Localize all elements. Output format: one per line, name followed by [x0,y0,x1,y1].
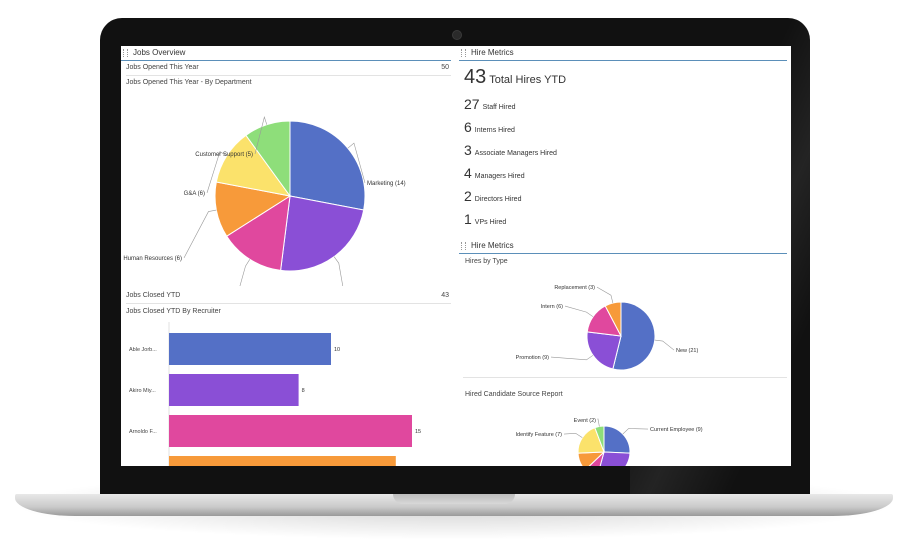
section-divider [463,376,787,378]
drag-handle-icon[interactable] [461,241,466,250]
webcam [452,30,462,40]
laptop-base [15,494,893,516]
metric-interns: 6 Interns Hired [464,119,515,137]
department-leader-line [333,256,344,286]
source-slice-label: Identify Feature (7) [516,432,563,438]
jobs-closed-label: Jobs Closed YTD [126,292,181,299]
recruiter-category-label: Akiro Miy... [129,388,156,394]
department-leader-line [239,259,251,286]
recruiter-value-label: 8 [302,388,305,394]
metric-associate-managers: 3 Associate Managers Hired [464,142,557,160]
hire-type-slice-label: New (21) [676,348,698,354]
department-slice-label: G&A (6) [184,191,205,197]
metric-label: Associate Managers Hired [474,150,557,157]
metric-vps: 1 VPs Hired [464,211,506,229]
department-slice[interactable] [245,120,291,198]
source-report-label: Hired Candidate Source Report [465,391,563,398]
hire-type-slice-label: Intern (6) [541,304,563,310]
department-pie-chart[interactable]: Marketing (14)Research & Developm...(12)… [121,91,451,286]
total-hires-label: Total Hires YTD [489,74,567,86]
drag-handle-icon[interactable] [461,48,466,57]
source-slice-label: Event (2) [574,418,596,424]
recruiter-category-label: Able Jorb... [129,347,157,353]
laptop-notch [393,494,515,504]
department-leader-line [347,142,366,183]
metric-label: Interns Hired [474,127,515,134]
jobs-opened-row[interactable]: Jobs Opened This Year 50 [126,64,451,76]
jobs-overview-title: Jobs Overview [133,48,186,57]
by-department-label: Jobs Opened This Year - By Department [126,79,252,86]
jobs-closed-value: 43 [441,292,449,299]
metric-directors: 2 Directors Hired [464,188,521,206]
department-slice-label: Human Resources (6) [123,256,182,262]
by-recruiter-label: Jobs Closed YTD By Recruiter [126,308,221,315]
hire-type-leader-line [596,286,614,304]
metric-managers: 4 Managers Hired [464,165,525,183]
source-slice[interactable] [585,450,605,466]
department-slice-label: Marketing (14) [367,181,406,187]
source-leader-line [563,432,583,438]
recruiter-bar[interactable] [169,333,331,365]
recruiter-category-label: Arnoldo F... [129,429,157,435]
total-hires-number: 43 [464,66,487,88]
hire-type-slice-label: Promotion (9) [516,355,549,361]
drag-handle-icon[interactable] [123,48,128,57]
source-slice[interactable] [603,425,631,454]
metric-label: VPs Hired [474,219,507,226]
hire-metrics-title: Hire Metrics [471,48,514,57]
department-slice[interactable] [280,195,365,272]
recruiter-bar[interactable] [169,374,299,406]
hires-by-type-pie-chart[interactable]: New (21) Promotion (9) Intern (6) Replaceme… [459,271,787,386]
recruiter-value-label: 10 [334,347,340,353]
metric-label: Directors Hired [474,196,522,203]
hire-metrics-2-header[interactable]: Hire Metrics [459,241,787,254]
metric-staff: 27 Staff Hired [464,96,516,114]
hire-type-leader-line [564,305,594,317]
department-leader-line [183,209,217,259]
metric-number: 3 [464,142,472,158]
hire-type-slice[interactable] [612,301,656,371]
hire-metrics-2-title: Hire Metrics [471,241,514,250]
hire-type-slice-label: Replacement (3) [554,285,595,291]
department-leader-line [254,115,268,154]
source-leader-line [622,428,649,435]
candidate-source-pie-chart[interactable]: Current Employee (9) Identify Feature (7)… [459,406,787,466]
hires-by-type-label: Hires by Type [465,258,508,265]
metric-number: 2 [464,188,472,204]
department-slice[interactable] [289,120,366,211]
source-leader-line [597,418,600,427]
metric-label: Managers Hired [474,173,525,180]
jobs-opened-label: Jobs Opened This Year [126,64,199,71]
recruiter-bar[interactable] [169,456,396,466]
dashboard-screen: Jobs Overview Jobs Opened This Year 50 J… [121,46,791,466]
jobs-closed-row[interactable]: Jobs Closed YTD 43 [126,292,451,304]
hire-metrics-header[interactable]: Hire Metrics [459,48,787,61]
department-leader-line [206,151,227,193]
metric-label: Staff Hired [482,104,516,111]
recruiter-value-label: 15 [415,429,421,435]
source-slice[interactable] [597,451,631,466]
hire-type-slice[interactable] [586,331,622,370]
source-slice-label: Current Employee (9) [650,427,703,433]
department-slice-label: Customer Support (5) [195,152,253,158]
metric-number: 1 [464,211,472,227]
recruiter-bar-chart[interactable]: Able Jorb... 10 Akiro Miy... 8 Arnoldo F... 1… [121,322,451,466]
hire-type-leader-line [654,339,675,351]
total-hires-metric: 43 Total Hires YTD [464,66,566,89]
metric-number: 6 [464,119,472,135]
jobs-overview-header[interactable]: Jobs Overview [121,48,451,61]
jobs-opened-value: 50 [441,64,449,71]
metric-number: 27 [464,96,480,112]
hire-type-leader-line [550,355,594,361]
metric-number: 4 [464,165,472,181]
recruiter-bar[interactable] [169,415,412,447]
